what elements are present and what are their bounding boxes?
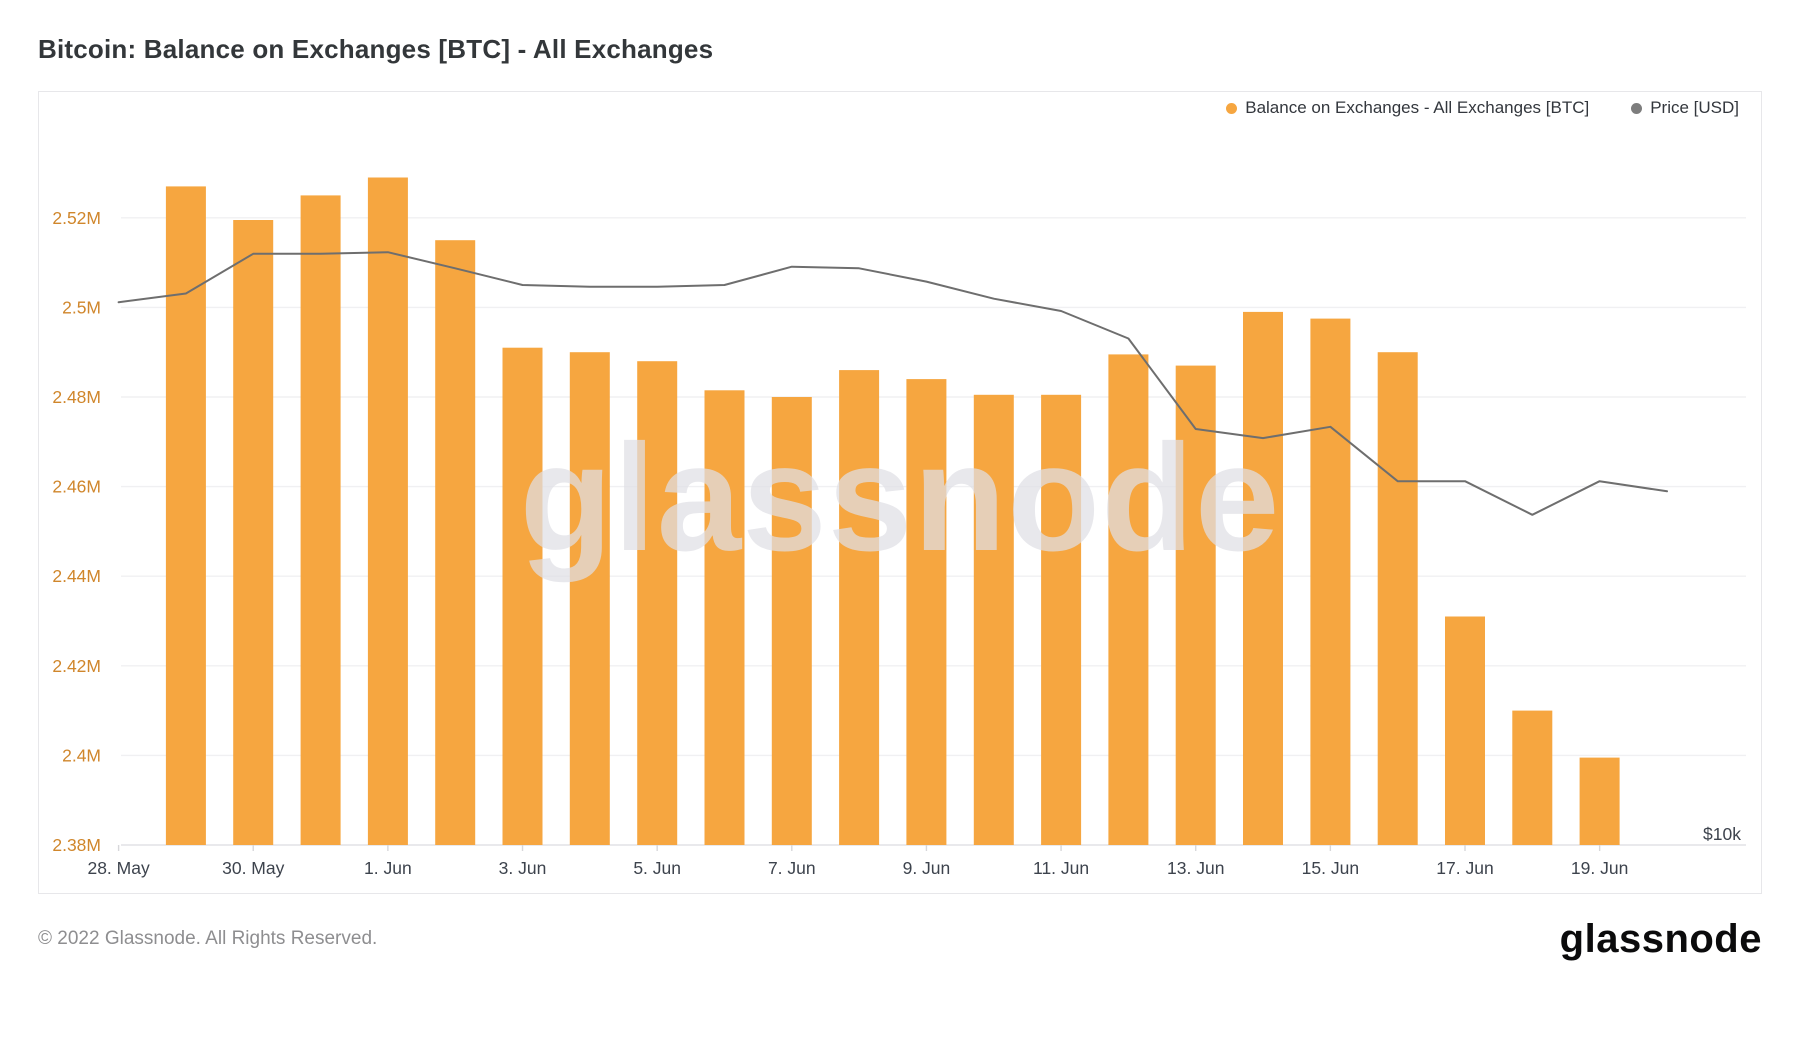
- price-axis-tick-label: $10k: [1703, 824, 1741, 844]
- price-line: [117, 251, 1668, 516]
- x-tick-label: 15. Jun: [1302, 858, 1359, 878]
- copyright-text: © 2022 Glassnode. All Rights Reserved.: [38, 928, 378, 949]
- balance-bar: [502, 347, 543, 845]
- x-tick-label: 19. Jun: [1571, 858, 1628, 878]
- y-tick-label: 2.52M: [52, 208, 101, 228]
- page: Bitcoin: Balance on Exchanges [BTC] - Al…: [0, 34, 1800, 1047]
- balance-bar: [906, 379, 947, 845]
- footer: © 2022 Glassnode. All Rights Reserved. g…: [38, 894, 1762, 984]
- balance-bar: [1175, 365, 1216, 845]
- x-tick-label: 7. Jun: [768, 858, 816, 878]
- balance-bar: [569, 352, 610, 845]
- x-tick-label: 13. Jun: [1167, 858, 1224, 878]
- x-tick-label: 30. May: [222, 858, 284, 878]
- x-tick-label: 28. May: [87, 858, 149, 878]
- balance-bar: [1512, 710, 1553, 845]
- balance-bar: [637, 361, 678, 845]
- glassnode-logo: glassnode: [1559, 917, 1762, 961]
- balance-bar: [973, 394, 1014, 845]
- x-tick-label: 5. Jun: [633, 858, 681, 878]
- balance-bar: [1310, 318, 1351, 846]
- y-tick-label: 2.38M: [52, 835, 101, 855]
- legend: Balance on Exchanges - All Exchanges [BT…: [1226, 97, 1739, 119]
- y-tick-label: 2.46M: [52, 477, 101, 497]
- legend-price-dot-icon: [1631, 102, 1643, 114]
- x-tick-label: 11. Jun: [1033, 858, 1089, 878]
- balance-bar: [839, 370, 880, 845]
- balance-bar: [1445, 616, 1485, 845]
- y-tick-label: 2.48M: [52, 387, 101, 407]
- y-tick-label: 2.42M: [52, 656, 101, 676]
- balance-bar: [1579, 757, 1620, 845]
- x-tick-label: 17. Jun: [1436, 858, 1493, 878]
- price-line-path: [117, 251, 1668, 516]
- x-axis-labels: 28. May 30. May 1. Jun 3. Jun 5. Jun 7. Jun 9.…: [87, 845, 1628, 878]
- balance-bar: [1243, 311, 1283, 845]
- balance-bar: [435, 240, 476, 845]
- x-tick-label: 9. Jun: [903, 858, 951, 878]
- chart-plot-area[interactable]: 2.52M2.5M2.48M2.46M2.44M2.42M2.4M2.38M28…: [39, 92, 1761, 893]
- legend-item-balance[interactable]: Balance on Exchanges - All Exchanges [BT…: [1226, 98, 1589, 118]
- legend-balance-label: Balance on Exchanges - All Exchanges [BT…: [1245, 98, 1590, 117]
- legend-price-label: Price [USD]: [1650, 98, 1739, 117]
- chart-card: Balance on Exchanges - All Exchanges [BT…: [38, 91, 1762, 894]
- legend-item-price[interactable]: Price [USD]: [1631, 98, 1739, 118]
- balance-bar: [1041, 394, 1082, 845]
- balance-bar: [1108, 354, 1149, 845]
- right-axis-label: $10k: [1703, 824, 1741, 844]
- x-tick-label: 3. Jun: [499, 858, 547, 878]
- balance-bars: [165, 177, 1620, 846]
- balance-bar: [300, 195, 341, 845]
- balance-bar: [704, 390, 745, 845]
- page-title: Bitcoin: Balance on Exchanges [BTC] - Al…: [38, 34, 714, 64]
- x-tick-label: 1. Jun: [364, 858, 412, 878]
- balance-bar: [771, 397, 812, 845]
- y-tick-label: 2.44M: [52, 566, 101, 586]
- balance-bar: [367, 177, 408, 845]
- balance-bar: [1377, 352, 1418, 845]
- y-axis-labels: 2.52M 2.5M 2.48M 2.46M 2.44M 2.42M 2.4M 2.38M: [52, 208, 101, 855]
- y-tick-label: 2.4M: [62, 745, 101, 765]
- balance-bar: [233, 220, 274, 845]
- legend-balance-dot-icon: [1226, 102, 1238, 114]
- y-tick-label: 2.5M: [62, 297, 101, 317]
